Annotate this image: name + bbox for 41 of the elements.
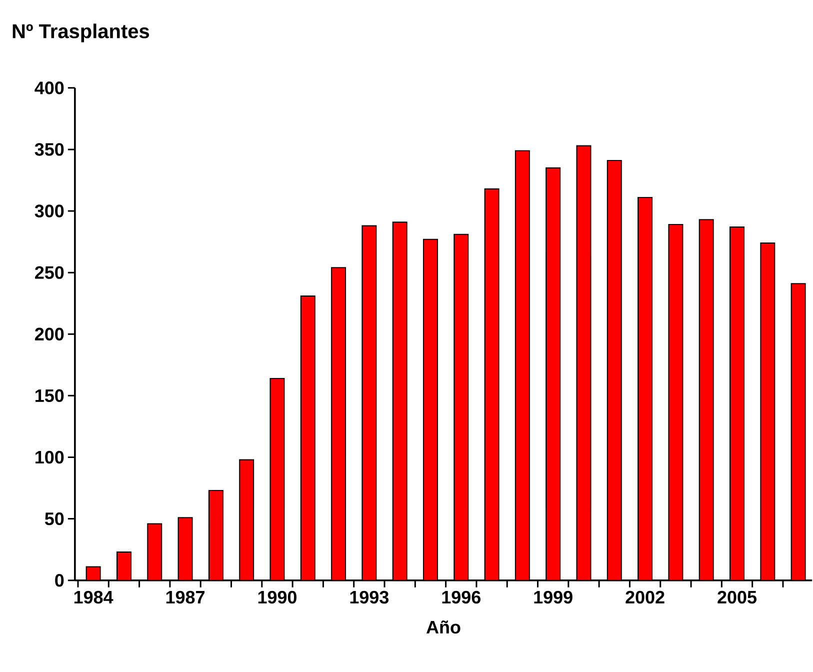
y-tick-label: 150: [36, 389, 64, 402]
bar: [300, 295, 316, 580]
y-tick-label: 100: [36, 450, 64, 464]
bar: [546, 167, 561, 580]
x-axis-title: Año: [426, 620, 460, 634]
bar: [514, 150, 530, 580]
y-tick-label: 350: [34, 142, 64, 156]
bar: [730, 226, 744, 580]
bar: [362, 225, 377, 580]
bar: [790, 283, 806, 580]
y-axis-title: Nº Trasplantes: [12, 24, 150, 42]
bar: [208, 490, 224, 580]
x-tick-label: 1993: [350, 590, 389, 604]
bar: [116, 551, 132, 580]
bar: [698, 219, 714, 580]
y-tick-label: 200: [35, 328, 64, 340]
y-tick-label: 250: [35, 266, 64, 279]
y-tick-label: 50: [44, 512, 64, 526]
bar: [484, 188, 500, 580]
bar: [668, 224, 684, 580]
bar: [270, 378, 285, 580]
x-tick-label: 1996: [442, 590, 480, 604]
bar: [392, 221, 408, 580]
bar: [606, 160, 622, 580]
y-tick-label: 0: [55, 574, 64, 587]
x-tick-label: 2002: [626, 590, 664, 604]
bar: [178, 516, 193, 580]
bar: [760, 242, 776, 580]
bar: [331, 267, 346, 580]
y-tick-label: 400: [34, 81, 64, 94]
bar: [422, 238, 438, 580]
x-tick-label: 1999: [534, 590, 572, 604]
bar: [454, 234, 469, 580]
x-tick-label: 1990: [258, 590, 296, 604]
x-tick-label: 1987: [166, 590, 204, 604]
x-tick-label: 1984: [74, 590, 114, 604]
bar: [638, 196, 653, 580]
bar: [239, 459, 254, 580]
y-tick-label: 300: [34, 204, 64, 218]
bar: [147, 523, 162, 580]
x-tick-label: 2005: [718, 590, 757, 604]
